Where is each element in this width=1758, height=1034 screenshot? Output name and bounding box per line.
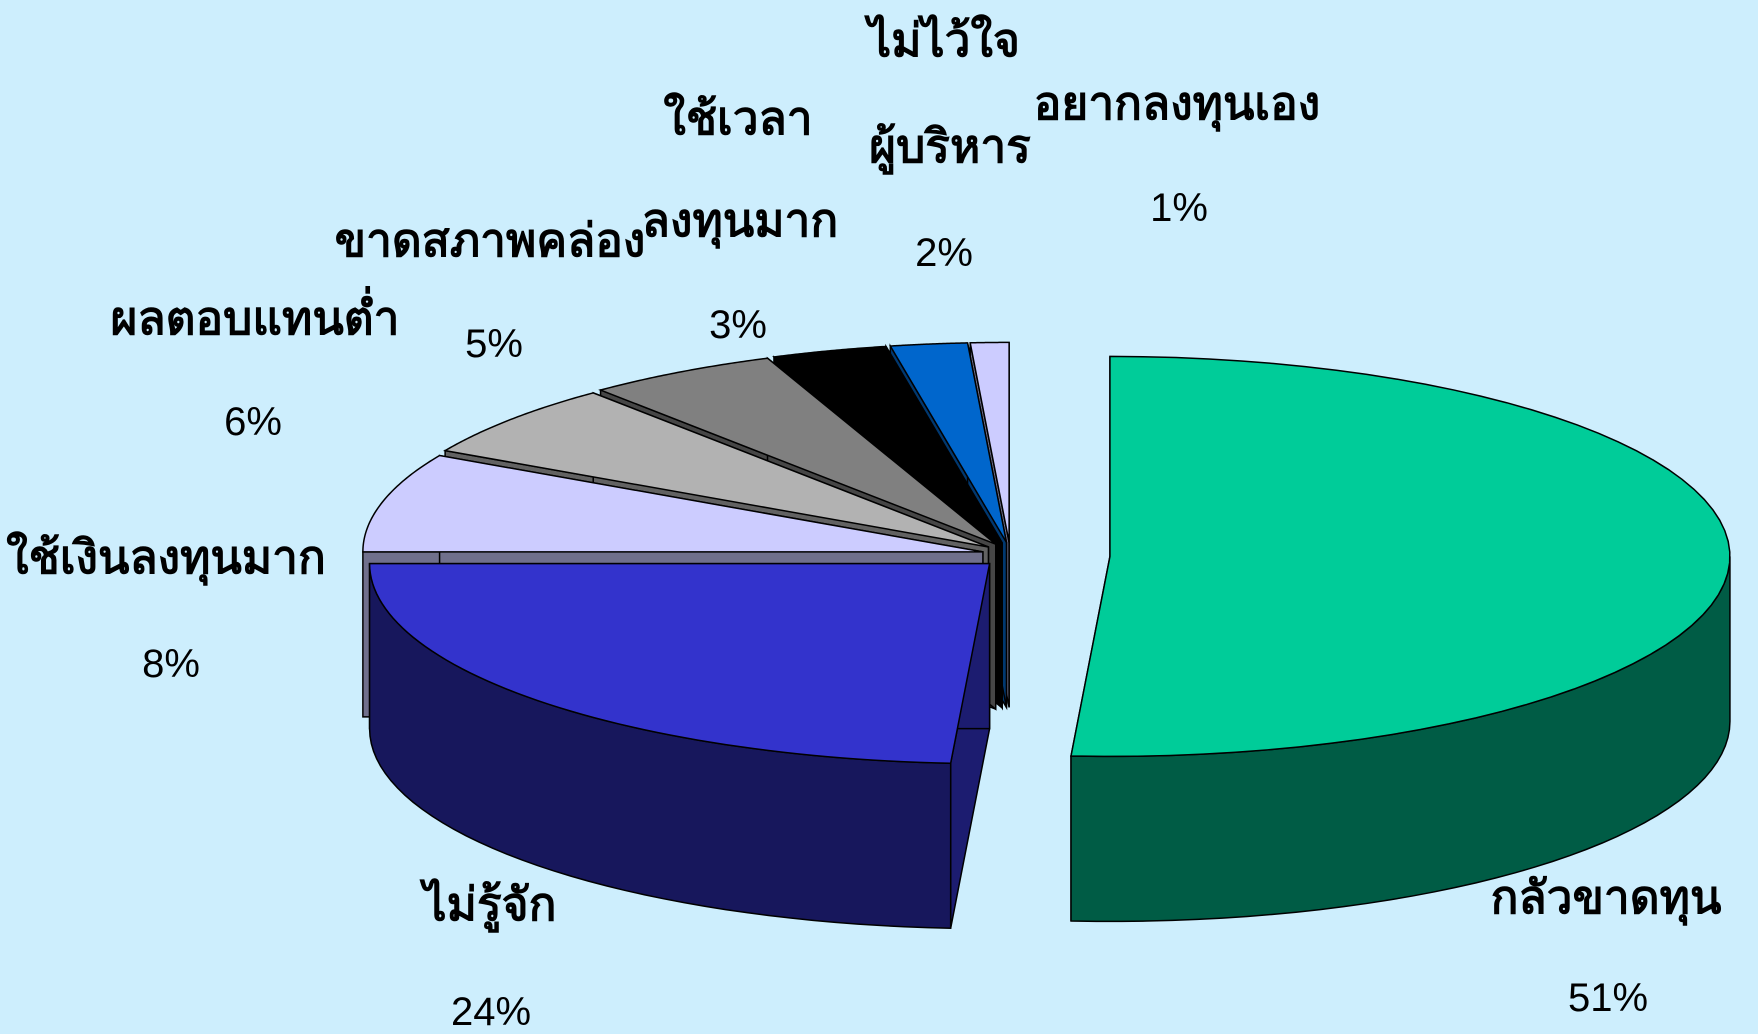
slice-label-3: ผลตอบแทนต่ำ (110, 291, 400, 345)
slice-value-5: 3% (709, 303, 767, 347)
slice-label-0: กลัวขาดทุน (1490, 870, 1722, 924)
slice-value-3: 6% (224, 400, 282, 444)
pie-slice-1-top (368, 562, 991, 764)
slice-value-4: 5% (465, 322, 523, 366)
pie-slice-3-top (442, 392, 989, 548)
pie-slice-6-top (889, 342, 1008, 543)
slice-label-4: ขาดสภาพคล่อง (334, 213, 646, 267)
pie-slice-5-top (772, 345, 1003, 544)
pie-slice-4-top (598, 357, 997, 545)
slice-value-0: 51% (1567, 976, 1649, 1020)
pie-slice-2-top (362, 454, 984, 553)
pie-slice-1 (368, 562, 991, 930)
slice-label-2: ใช้เงินลงทุนมาก (6, 530, 326, 584)
slice-label-5-line-0: ใช้เวลา (663, 91, 813, 145)
slice-label-7: อยากลงทุนเอง (1033, 76, 1321, 130)
slice-label-6-line-0: ไม่ไว้ใจ (868, 13, 1020, 67)
slice-value-1: 24% (450, 990, 532, 1034)
slice-value-2: 8% (142, 642, 200, 686)
pie-slice-0 (1070, 355, 1731, 923)
slice-value-7: 1% (1150, 186, 1208, 230)
slice-label-5-line-1: ลงทุนมาก (641, 193, 839, 247)
slice-value-6: 2% (915, 231, 973, 275)
slice-label-6-line-1: ผู้บริหาร (869, 119, 1031, 173)
slice-label-1: ไม่รู้จัก (423, 877, 557, 931)
pie-slice-0-top (1070, 355, 1731, 758)
pie-slice-7-top (969, 341, 1010, 543)
